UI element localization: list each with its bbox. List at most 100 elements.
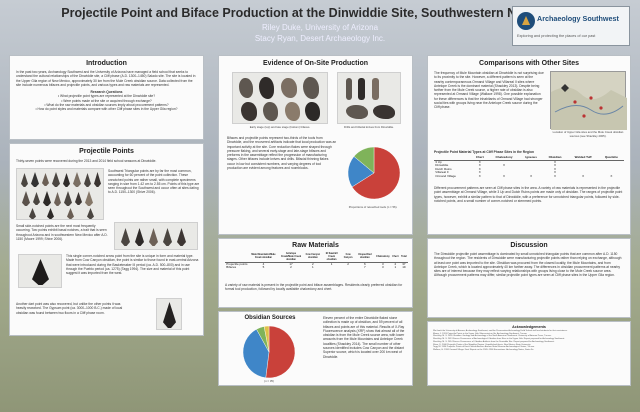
raw-materials-column-header: Total xyxy=(399,253,408,263)
dart-point-photo xyxy=(156,298,182,330)
discussion-heading: Discussion xyxy=(510,242,548,249)
evidence-panel: Evidence of On-Site Production Early sta… xyxy=(218,55,413,235)
point-image xyxy=(52,172,60,187)
triangular-points-photo xyxy=(16,168,104,220)
point-image xyxy=(135,228,144,246)
projectile-points-lead: Thirty-seven points were recovered durin… xyxy=(16,159,157,163)
reference-item: Wallace, H. 1998 Ormand Village: Final R… xyxy=(433,348,534,351)
point-image xyxy=(163,228,172,246)
material-types-column-header: Chalcedony xyxy=(488,155,520,161)
point-image xyxy=(33,192,40,205)
material-table-title: Projectile Point Material Types at Cliff… xyxy=(434,150,534,154)
material-types-cell: X xyxy=(478,166,481,171)
point-image xyxy=(32,259,49,285)
obsidian-text: Eleven percent of the entire Dinwiddie f… xyxy=(323,316,405,359)
poster-title: Projectile Point and Biface Production a… xyxy=(61,6,579,20)
point-image xyxy=(64,191,72,206)
raw-materials-cell: 2 xyxy=(312,261,314,266)
raw-materials-cell: 4 xyxy=(262,261,265,266)
raw-materials-cell: 17 xyxy=(289,261,293,266)
corner-notched-point-photo xyxy=(18,254,62,288)
point-image xyxy=(63,173,70,187)
point-image xyxy=(177,228,186,246)
point-image xyxy=(22,191,30,206)
evidence-heading: Evidence of On-Site Production xyxy=(262,60,368,67)
drill-image xyxy=(372,78,379,100)
biface-image xyxy=(281,78,297,98)
biface-image xyxy=(241,102,257,121)
raw-materials-cell: 5 xyxy=(262,265,265,270)
obsidian-heading: Obsidian Sources xyxy=(244,315,296,321)
raw-materials-column-header: Antelope Creek/Mule Creek obsidian xyxy=(278,252,304,263)
biface-image xyxy=(259,77,274,99)
tools-pie-slice-projectile-points xyxy=(351,146,401,200)
material-types-column-header: Igneous xyxy=(519,155,543,161)
point-image xyxy=(73,172,81,187)
raw-materials-cell: Projectile points xyxy=(226,261,248,266)
dart-point-text: Another dart point was also recovered, b… xyxy=(16,302,123,315)
raw-materials-cell xyxy=(322,266,342,270)
raw-materials-column-header: Unspecified obsidian xyxy=(354,253,375,263)
knife-image xyxy=(346,105,368,119)
poster-header: Projectile Point and Biface Production a… xyxy=(0,0,640,52)
material-types-cell: X xyxy=(478,159,481,164)
material-types-column-header: Quartzite xyxy=(598,155,624,161)
material-types-cell: Villareal II xyxy=(435,170,449,175)
point-image xyxy=(163,302,176,328)
comparisons-text: The frequency of Mule Mountain obsidian … xyxy=(434,71,544,110)
raw-materials-cell: Bifaces xyxy=(226,265,237,270)
reference-item: Tagg, M. 1994 Projectile Points of East-… xyxy=(433,346,535,349)
raw-materials-text: A variety of raw material is present in … xyxy=(225,283,403,292)
reference-item: Shackley, M. S. 2013 Source Provenance o… xyxy=(433,338,565,341)
material-types-cell: 3 Up xyxy=(435,159,442,164)
material-types-row: Dinwiddie X X X xyxy=(434,164,624,168)
author-list: Riley Duke, University of Arizona Stacy … xyxy=(0,22,640,44)
drill-image xyxy=(358,78,365,100)
material-types-column-header xyxy=(434,156,472,161)
raw-materials-column-header: Chert xyxy=(390,253,400,263)
point-image xyxy=(47,208,54,219)
raw-materials-cell: 1 xyxy=(330,261,333,266)
material-types-cell: Dutch Ruins xyxy=(435,166,452,171)
knife-image xyxy=(373,105,395,119)
point-image xyxy=(42,173,49,186)
raw-materials-cell: 19 xyxy=(402,265,406,270)
map-caption: Location of Upper Gila sites and the Mul… xyxy=(552,130,624,138)
author-2: Stacy Ryan, Desert Archaeology Inc. xyxy=(254,34,386,43)
comparisons-panel: Comparisons with Other Sites The frequen… xyxy=(427,55,631,235)
raw-materials-column-header: Cow Canyon xyxy=(341,253,355,263)
raw-materials-table: Mule Mountains/Mule Creek obsidian Antelo… xyxy=(225,252,408,270)
drills-caption: Drills and bifacial knives from Dinwiddi… xyxy=(344,125,394,129)
drill-image xyxy=(346,78,352,100)
point-image xyxy=(67,208,74,219)
raw-materials-cell xyxy=(341,266,354,270)
raw-materials-cell: 1 xyxy=(312,265,314,270)
evidence-text: Bifaces and projectile points represent … xyxy=(227,136,337,171)
research-question: • Were points made at the site or acquir… xyxy=(61,98,152,103)
material-types-cell: Ormand Village xyxy=(435,173,456,178)
raw-materials-column-header xyxy=(225,253,249,263)
tools-pie-chart xyxy=(347,146,401,200)
raw-materials-heading: Raw Materials xyxy=(292,242,339,249)
material-types-cell: X xyxy=(553,166,556,171)
raw-materials-cell: 6 xyxy=(363,261,366,266)
material-types-cell: X xyxy=(530,173,533,178)
obsidian-pie-slice-other xyxy=(263,325,270,353)
bifaces-photo xyxy=(232,72,328,124)
tools-pie-slice-other-tools xyxy=(353,146,375,174)
references-panel: Acknowledgements We thank the University… xyxy=(427,321,631,386)
obsidian-n-label: (n = 35) xyxy=(264,379,274,383)
point-image xyxy=(54,192,61,206)
projectile-points-heading: Projectile Points xyxy=(79,148,134,155)
site-location-map xyxy=(550,71,627,130)
raw-materials-column-header: Cow Canyon obsidian xyxy=(303,253,322,263)
side-notched-text: Small side-notched points are the next m… xyxy=(16,224,108,241)
material-types-cell: X xyxy=(610,173,613,178)
raw-materials-cell: 3 xyxy=(382,261,384,266)
material-types-column-header: Welded Tuff xyxy=(567,155,599,161)
author-1: Riley Duke, University of Arizona xyxy=(261,23,379,32)
material-types-cell: X xyxy=(478,173,481,178)
raw-materials-row: Bifaces 5 2 1 7 3 1 19 xyxy=(225,266,408,270)
research-question: • How do point styles and materials comp… xyxy=(35,107,178,112)
biface-image xyxy=(239,78,253,98)
